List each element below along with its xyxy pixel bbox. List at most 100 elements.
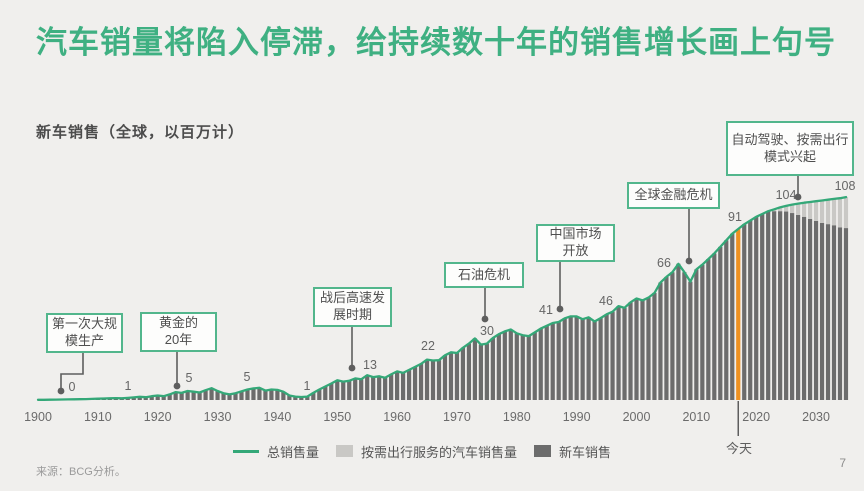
new-car-sales-bar	[754, 216, 759, 400]
new-car-sales-bar	[616, 306, 621, 400]
ondemand-sales-bar-segment	[831, 198, 837, 226]
new-car-sales-bar	[688, 281, 693, 400]
new-car-sales-bar	[640, 300, 645, 400]
new-car-sales-bar	[730, 233, 735, 400]
new-car-sales-bar	[329, 383, 334, 400]
new-car-sales-bar	[209, 388, 214, 400]
ondemand-sales-bar-segment	[813, 201, 819, 221]
value-label: 5	[186, 371, 193, 385]
value-label: 66	[657, 256, 671, 270]
new-car-sales-bar	[335, 380, 340, 400]
value-label: 13	[363, 358, 377, 372]
new-car-sales-bar	[544, 325, 549, 400]
new-car-sales-bar	[706, 259, 711, 400]
value-label: 30	[480, 324, 494, 338]
annotation-connector-dot	[685, 257, 693, 265]
new-car-sales-bar	[359, 379, 364, 400]
slide-title: 汽车销量将陷入停滞，给持续数十年的销售增长画上句号	[36, 25, 836, 60]
new-car-sales-bar	[263, 390, 268, 400]
annotation-connector-dot	[348, 364, 356, 372]
new-car-sales-bar	[813, 220, 819, 400]
new-car-sales-bar	[472, 338, 478, 400]
new-car-sales-bar	[448, 352, 454, 400]
new-car-sales-bar	[245, 389, 250, 400]
new-car-sales-bar	[430, 360, 436, 400]
new-car-sales-bar	[233, 393, 238, 400]
annotation-connector-dot	[57, 387, 65, 395]
new-car-sales-bar	[173, 392, 178, 400]
new-car-sales-bar	[664, 276, 669, 400]
new-car-sales-bar	[155, 395, 160, 400]
new-car-sales-bar	[628, 302, 633, 400]
x-axis-tick-label: 1970	[443, 410, 471, 424]
new-car-sales-bar	[341, 381, 346, 400]
new-car-sales-bar	[203, 390, 208, 400]
annotation-connector-dot	[481, 315, 489, 323]
annotation-connector-dot	[794, 193, 802, 201]
x-axis-tick-label: 1900	[24, 410, 52, 424]
value-label: 22	[421, 339, 435, 353]
new-car-sales-bar	[281, 391, 286, 400]
new-car-sales-bar	[676, 263, 681, 400]
new-car-sales-bar	[383, 377, 388, 400]
x-axis-tick-label: 1940	[263, 410, 291, 424]
ondemand-sales-bar-segment	[825, 199, 831, 225]
new-car-sales-bar	[347, 380, 352, 400]
annotation-connector-dot	[556, 305, 564, 313]
new-car-sales-bar	[251, 388, 256, 400]
legend-label: 新车销售	[559, 444, 612, 460]
x-axis-tick-label: 1930	[204, 410, 232, 424]
new-car-sales-bar	[586, 317, 591, 400]
today-bar	[736, 229, 741, 400]
new-car-sales-bar	[460, 347, 466, 400]
new-car-sales-bar	[418, 363, 424, 400]
new-car-sales-bar	[496, 334, 501, 400]
source-note: 来源：BCG分析。	[36, 466, 126, 478]
new-car-sales-bar	[161, 396, 166, 400]
new-car-sales-bar	[269, 389, 274, 400]
new-car-sales-bar	[831, 225, 837, 400]
new-car-sales-bar	[837, 227, 843, 400]
new-car-sales-bar	[742, 224, 747, 400]
new-car-sales-bar	[550, 322, 555, 400]
new-car-sales-bar	[299, 396, 304, 400]
ondemand-sales-bar-segment	[778, 207, 783, 212]
new-car-sales-bar	[442, 355, 448, 400]
new-car-sales-bar	[149, 396, 154, 400]
new-car-sales-bar	[239, 391, 244, 400]
new-car-sales-bar	[622, 307, 627, 400]
new-car-sales-bar	[652, 292, 657, 400]
new-car-sales-bar	[484, 343, 489, 400]
x-axis-tick-label: 2000	[623, 410, 651, 424]
new-car-sales-bar	[514, 333, 519, 400]
legend-label: 总销售量	[267, 444, 320, 460]
new-car-sales-bar	[287, 395, 292, 400]
new-car-sales-bar	[197, 392, 202, 400]
new-car-sales-bar	[406, 369, 412, 400]
x-axis-tick-label: 2030	[802, 410, 830, 424]
ondemand-sales-bar-segment	[837, 198, 843, 228]
new-car-sales-bar	[538, 328, 543, 400]
new-car-sales-bar	[712, 253, 717, 400]
new-car-sales-bar	[257, 387, 262, 400]
new-car-sales-bar	[766, 211, 771, 400]
legend-label: 按需出行服务的汽车销售量	[361, 444, 518, 460]
x-axis-tick-label: 2010	[682, 410, 710, 424]
new-car-sales-bar	[825, 224, 831, 400]
x-axis-tick-label: 1960	[383, 410, 411, 424]
new-car-sales-bar	[305, 396, 310, 400]
chart-subtitle: 新车销售（全球，以百万计）	[36, 124, 245, 141]
value-label: 41	[539, 303, 553, 317]
ondemand-sales-bar-segment	[801, 202, 807, 217]
new-car-sales-bar	[748, 220, 753, 400]
new-car-sales-bar	[801, 216, 807, 400]
new-car-sales-bar	[574, 316, 579, 400]
new-car-sales-bar	[604, 314, 609, 400]
new-car-sales-bar	[353, 378, 358, 400]
value-label: 108	[835, 179, 856, 193]
new-car-sales-bar	[221, 393, 226, 400]
legend-item-total-sales: 总销售量	[233, 442, 319, 461]
new-car-sales-bar	[293, 396, 298, 400]
new-car-sales-bar	[365, 375, 370, 400]
